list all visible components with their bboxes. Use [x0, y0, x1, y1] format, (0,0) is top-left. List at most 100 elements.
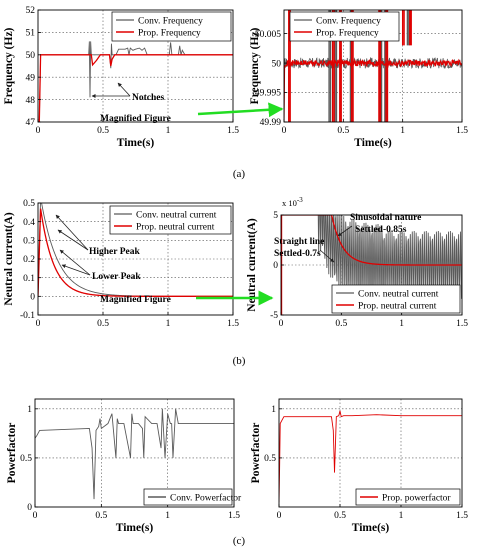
axes-frame	[283, 9, 463, 123]
plot-c-left: 0 0.5 1 1.5 0 0.5 1 Time(s) Powerfactor Conv. Pow…	[6, 398, 242, 534]
y-axis-label: Powerfactor	[250, 423, 262, 484]
y-tick-label-3: 0.2	[23, 255, 35, 265]
legend-box	[331, 284, 461, 314]
y-tick-label-0: -5	[270, 311, 278, 321]
legend-box	[111, 11, 232, 42]
straight-line-label: Straight line	[274, 237, 324, 247]
caption-b: (b)	[233, 355, 246, 367]
higher-peak-label: Higher Peak	[89, 247, 140, 257]
x-tick-label-2: 1	[166, 319, 171, 329]
legend: Conv. neutral current Prop. neutral curre…	[331, 284, 461, 314]
legend: Conv. neutral current Prop. neutral curre…	[109, 205, 232, 235]
legend: Prop. powerfactor	[355, 488, 461, 506]
y-tick-label-3: 50	[26, 51, 36, 61]
y-axis-label: Frequency (Hz)	[249, 27, 261, 104]
legend-box	[109, 205, 232, 235]
legend-entry-0: Conv. Powerfactor	[170, 492, 242, 503]
plot-a-right: 0 0.5 1 1.5 49.99 49.995 50 50.005 Time(s) Freque…	[249, 9, 468, 149]
exponent-power: -3	[297, 196, 303, 204]
straight-line-arrow	[319, 249, 335, 263]
legend-entry-1: Prop. Frequency	[138, 28, 201, 38]
series-group	[38, 41, 233, 122]
series-group	[38, 203, 233, 297]
series-line-1	[284, 58, 462, 122]
higher-peak-arrow-2	[57, 229, 89, 251]
sinusoidal-label: Sinusoidal nature	[350, 213, 421, 223]
x-tick-label-0: 0	[33, 511, 38, 521]
x-tick-label-1: 0.5	[97, 126, 109, 136]
y-tick-label-2: 50	[272, 59, 282, 69]
legend-entry-0: Conv. Frequency	[316, 16, 381, 26]
plot-c-right: 0 0.5 1 1.5 0.5 1 Time(s) Powerfactor Prop. powe…	[250, 398, 468, 534]
magnify-arrow-a	[197, 102, 284, 118]
y-tick-label-1: 0	[30, 293, 35, 303]
y-tick-label-0: 49.99	[260, 118, 282, 128]
x-tick-label-0: 0	[277, 511, 282, 521]
x-tick-label-2: 1	[399, 319, 404, 329]
x-tick-label-3: 1.5	[456, 319, 468, 329]
y-tick-label-0: 0.5	[264, 454, 276, 464]
axes-frame	[278, 398, 463, 508]
legend-entry-0: Conv. Frequency	[138, 16, 203, 26]
x-tick-label-3: 1.5	[456, 126, 468, 136]
y-axis-label: Frequency (Hz)	[3, 27, 15, 104]
legend: Conv. Frequency Prop. Frequency	[111, 11, 232, 42]
plot-a-left: 0 0.5 1 1.5 47 48 49 50 51 52 Time(s) Frequency (Hz…	[3, 6, 239, 149]
series-line-1	[38, 208, 233, 297]
y-tick-label-2: 49	[26, 73, 36, 83]
x-axis-label: Time(s)	[117, 137, 155, 149]
lower-peak-label: Lower Peak	[92, 272, 141, 282]
x-tick-label-0: 0	[282, 126, 287, 136]
caption-a: (a)	[233, 168, 246, 180]
exponent-label: x 10-3	[282, 196, 303, 208]
sinusoidal-arrow	[337, 225, 353, 237]
axes-frame	[37, 9, 234, 123]
legend-entry-0: Conv. neutral current	[136, 210, 217, 220]
y-tick-label-1: 1	[271, 405, 276, 415]
x-tick-label-2: 1	[166, 126, 171, 136]
x-axis-label: Time(s)	[352, 522, 390, 534]
lower-peak-arrow-2	[61, 264, 91, 276]
x-tick-label-1: 0.5	[95, 511, 107, 521]
y-tick-label-2: 1	[27, 405, 32, 415]
x-tick-label-1: 0.5	[334, 511, 346, 521]
magnified-label-a: Magnified Figure	[100, 114, 171, 124]
higher-peak-arrow-1	[55, 214, 89, 251]
lower-peak-arrow-1	[59, 249, 91, 276]
caption-c: (c)	[233, 535, 246, 547]
x-tick-label-3: 1.5	[227, 319, 239, 329]
y-axis-label: Powerfactor	[6, 423, 18, 484]
x-axis-label: Time(s)	[116, 522, 154, 534]
x-tick-label-2: 1	[400, 126, 405, 136]
y-tick-label-1: 0.5	[20, 454, 32, 464]
settled-prop-label: Settled-0.7s	[274, 249, 321, 259]
series-line-0	[35, 408, 234, 500]
legend-box	[143, 488, 233, 506]
x-tick-label-2: 1	[165, 511, 170, 521]
y-tick-label-4: 51	[26, 29, 36, 39]
y-tick-label-1: 48	[26, 96, 36, 106]
x-tick-label-2: 1	[399, 511, 404, 521]
x-tick-label-3: 1.5	[227, 126, 239, 136]
x-tick-label-3: 1.5	[228, 511, 240, 521]
series-line-1	[38, 54, 233, 122]
legend-entry-0: Conv. neutral current	[358, 289, 439, 299]
x-tick-label-1: 0.5	[337, 126, 349, 136]
axes-frame	[34, 398, 235, 508]
legend: Conv. Powerfactor	[143, 488, 242, 506]
x-tick-label-0: 0	[36, 126, 41, 136]
legend-box	[355, 488, 461, 506]
x-tick-label-1: 0.5	[97, 319, 109, 329]
legend-entry-0: Prop. powerfactor	[382, 492, 451, 503]
x-axis-label: Time(s)	[354, 137, 392, 149]
series-group	[279, 410, 462, 503]
y-tick-label-6: 0.5	[23, 199, 35, 209]
x-tick-label-0: 0	[279, 319, 284, 329]
legend-entry-1: Prop. neutral current	[358, 301, 437, 311]
y-tick-label-3: 50.005	[255, 30, 281, 40]
y-tick-label-1: 49.995	[255, 89, 281, 99]
notches-label: Notches	[132, 93, 164, 103]
